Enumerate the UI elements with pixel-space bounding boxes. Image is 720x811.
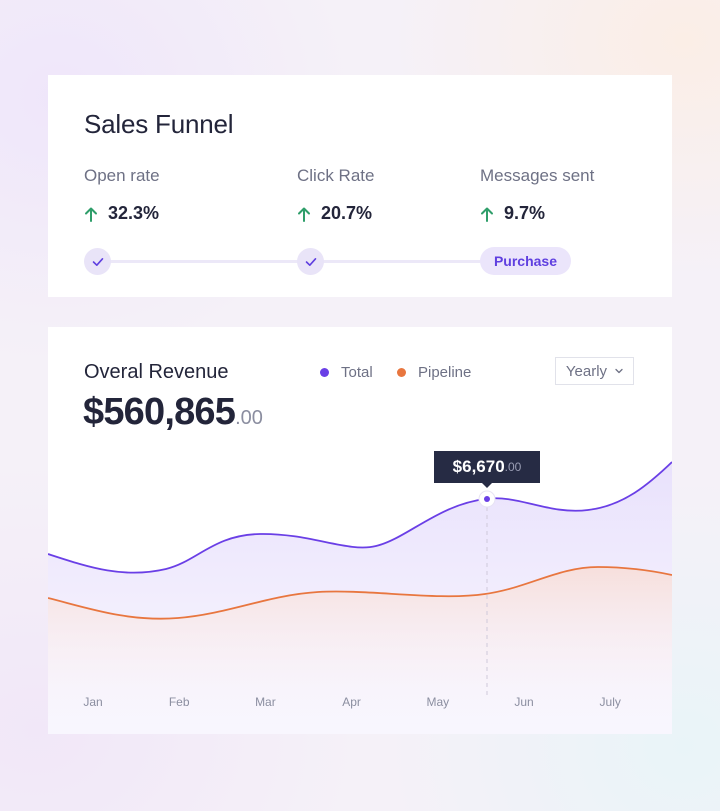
tooltip-value: $6,670	[452, 457, 505, 476]
x-tick-label: Feb	[169, 695, 190, 709]
metric-click-rate: Click Rate 20.7%	[297, 166, 374, 224]
metric-label: Click Rate	[297, 166, 375, 185]
period-select[interactable]: Yearly	[555, 357, 634, 385]
revenue-amount-cents: .00	[235, 407, 263, 429]
x-tick-label: Jan	[83, 695, 102, 709]
x-tick-label: Jun	[514, 695, 533, 709]
metric-messages-sent: Messages sent 9.7%	[480, 166, 594, 224]
metric-value: 32.3%	[108, 203, 160, 223]
funnel-step-complete[interactable]	[84, 248, 111, 275]
pipeline-area	[48, 567, 672, 734]
metric-value: 9.7%	[504, 203, 546, 223]
period-select-value: Yearly	[565, 362, 608, 380]
chart-tooltip: $6,670.00	[434, 451, 540, 488]
revenue-amount-value: $560,865	[83, 391, 236, 433]
x-tick-label: July	[600, 695, 621, 709]
chevron-down-icon	[615, 368, 623, 374]
legend-label-total: Total	[341, 364, 373, 381]
legend-pipeline[interactable]: Pipeline	[397, 364, 471, 381]
check-icon	[305, 257, 316, 266]
funnel-step-complete[interactable]	[297, 248, 324, 275]
tooltip-cents: .00	[504, 460, 522, 474]
x-tick-label: Apr	[342, 695, 361, 709]
legend-label-pipeline: Pipeline	[418, 364, 472, 381]
metric-value: 20.7%	[321, 203, 373, 223]
legend-dot-pipeline	[397, 368, 406, 377]
arrow-up-icon	[298, 207, 310, 222]
metric-label: Open rate	[84, 166, 160, 185]
sales-funnel-card: Sales Funnel Open rate 32.3% Click Rate …	[48, 75, 672, 297]
metric-label: Messages sent	[480, 166, 595, 185]
x-tick-label: Mar	[255, 695, 276, 709]
total-line	[48, 461, 672, 574]
check-icon	[92, 257, 103, 266]
arrow-up-icon	[85, 207, 97, 222]
x-tick-label: May	[426, 695, 449, 709]
arrow-up-icon	[481, 207, 493, 222]
revenue-title: Overal Revenue	[84, 361, 229, 383]
funnel-step-purchase[interactable]: Purchase	[480, 247, 571, 275]
pipeline-line	[48, 566, 672, 620]
revenue-card: Jan Feb Mar Apr May Jun July Overal Revenue $5…	[48, 327, 672, 734]
sales-funnel-title: Sales Funnel	[84, 109, 234, 139]
x-axis-ticks: Jan Feb Mar Apr May Jun July	[83, 695, 621, 709]
metric-open-rate: Open rate 32.3%	[84, 166, 160, 224]
revenue-chart: Jan Feb Mar Apr May Jun July	[48, 461, 672, 734]
legend-dot-total	[320, 368, 329, 377]
highlight-point-core	[484, 496, 490, 502]
tooltip-caret	[481, 482, 493, 488]
legend-total[interactable]: Total	[320, 364, 373, 381]
revenue-amount: $560,865.00	[83, 391, 263, 434]
